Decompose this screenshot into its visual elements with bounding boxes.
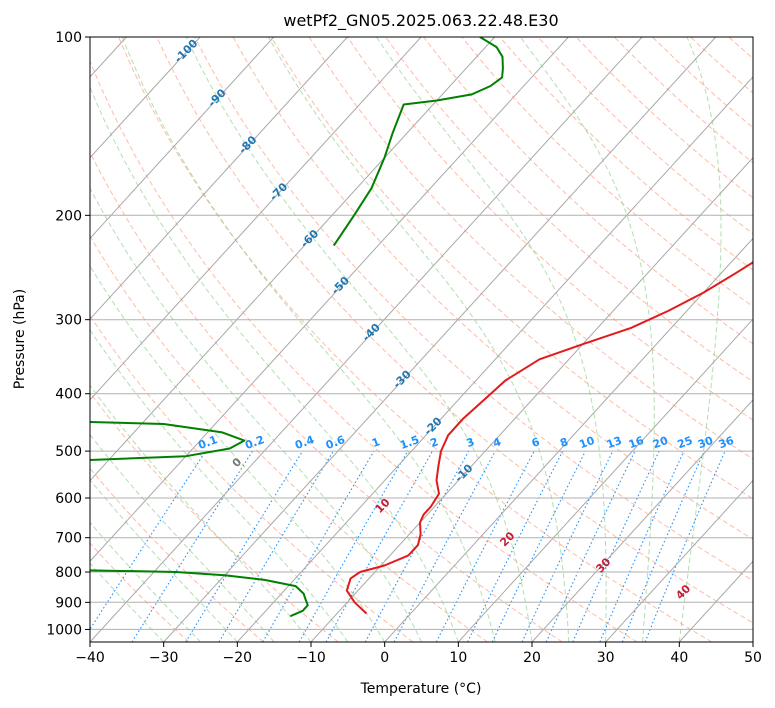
moist-adiabat-line bbox=[90, 479, 238, 642]
moist-adiabat-line bbox=[90, 86, 459, 642]
mixing-ratio-line bbox=[621, 450, 705, 642]
mixing-ratio-line bbox=[325, 450, 433, 642]
x-axis-label: Temperature (°C) bbox=[360, 681, 482, 697]
isotherm-line bbox=[163, 37, 717, 642]
x-tick-label: 40 bbox=[670, 650, 688, 666]
isotherm-line bbox=[531, 399, 753, 642]
chart-title: wetPf2_GN05.2025.063.22.48.E30 bbox=[283, 11, 558, 31]
x-tick-label: 0 bbox=[380, 650, 389, 666]
mixing-ratio-label: 8 bbox=[558, 435, 570, 450]
mixing-ratio-label: 0.1 bbox=[197, 433, 220, 452]
sounding-series bbox=[90, 37, 753, 618]
dewpoint-profile bbox=[332, 37, 504, 247]
y-tick-label: 600 bbox=[55, 491, 82, 507]
mixing-ratio-label: 1.5 bbox=[398, 433, 421, 452]
mixing-ratio-label: 13 bbox=[605, 434, 624, 451]
x-tick-label: 30 bbox=[597, 650, 615, 666]
moist-adiabat-line bbox=[185, 37, 533, 642]
mixing-ratio-label: 30 bbox=[696, 434, 715, 452]
dry-adiabat-line bbox=[270, 37, 753, 500]
moist-adiabat-line bbox=[90, 433, 275, 642]
mixing-ratio-label: 36 bbox=[717, 434, 736, 452]
moist-adiabat-line bbox=[121, 37, 496, 642]
y-tick-label: 300 bbox=[55, 313, 82, 329]
isotherm-line bbox=[236, 76, 753, 642]
mixing-ratio-line bbox=[393, 450, 496, 642]
x-tick-label: −10 bbox=[296, 650, 326, 666]
dry-adiabat-line bbox=[118, 37, 712, 642]
mixing-ratio-label: 25 bbox=[676, 434, 695, 451]
mixing-ratio-line bbox=[467, 450, 564, 642]
y-tick-label: 1000 bbox=[46, 622, 82, 638]
plot-frame bbox=[89, 36, 754, 643]
isotherm-line bbox=[90, 37, 348, 320]
moist-adiabat-line bbox=[678, 37, 722, 642]
mixing-ratio-label: 0.6 bbox=[324, 433, 347, 452]
moist-adiabat-line bbox=[90, 264, 386, 642]
isotherm-line bbox=[90, 37, 422, 401]
y-tick-label: 400 bbox=[55, 387, 82, 403]
mixing-ratio-label: 10 bbox=[577, 434, 596, 452]
moist-adiabat-line bbox=[90, 187, 422, 642]
moist-adiabat-line bbox=[519, 37, 655, 642]
mixing-ratio-label: 0.4 bbox=[293, 433, 316, 452]
mixing-ratio-line bbox=[599, 450, 685, 642]
dry-adiabat-line bbox=[308, 37, 753, 460]
y-tick-label: 100 bbox=[55, 30, 82, 46]
mixing-ratio-label: 6 bbox=[530, 435, 542, 450]
dry-adiabat-line bbox=[156, 37, 753, 624]
dewpoint-profile bbox=[90, 420, 246, 461]
isotherm-line bbox=[90, 37, 643, 642]
y-tick-label: 900 bbox=[55, 595, 82, 611]
background-lines bbox=[90, 37, 753, 642]
mixing-ratio-line bbox=[90, 450, 207, 631]
mixing-ratio-label: 4 bbox=[491, 435, 503, 450]
isotherm-line bbox=[310, 156, 753, 642]
moist-adiabat-line bbox=[90, 521, 201, 642]
x-tick-label: −40 bbox=[75, 650, 105, 666]
dry-adiabat-line bbox=[90, 60, 638, 642]
dewpoint-profile bbox=[90, 569, 309, 618]
temperature-profile bbox=[345, 261, 753, 615]
isotherm-line bbox=[90, 37, 569, 562]
moist-adiabat-line bbox=[267, 37, 570, 642]
isotherm-line bbox=[384, 237, 753, 642]
isotherm-line bbox=[457, 318, 753, 642]
isotherm-line bbox=[90, 37, 496, 482]
moist-adiabat-line bbox=[375, 37, 607, 642]
mixing-ratio-label: 0.2 bbox=[243, 433, 266, 452]
x-tick-label: −20 bbox=[223, 650, 253, 666]
mixing-ratio-label: 2 bbox=[428, 435, 440, 450]
mixing-ratio-line bbox=[364, 450, 470, 642]
dry-adiabat-line bbox=[423, 37, 753, 345]
moist-adiabat-line bbox=[90, 562, 165, 642]
mixing-ratio-label: 1 bbox=[370, 435, 382, 450]
x-tick-label: 10 bbox=[449, 650, 467, 666]
dry-adiabat-line bbox=[90, 151, 563, 642]
dry-adiabat-line bbox=[232, 37, 753, 540]
x-tick-label: 20 bbox=[523, 650, 541, 666]
mixing-ratio-line bbox=[131, 450, 254, 642]
isotherm-line bbox=[605, 479, 753, 642]
isotherm-line bbox=[90, 37, 275, 240]
mixing-ratio-label: 3 bbox=[465, 435, 477, 450]
y-tick-label: 800 bbox=[55, 565, 82, 581]
x-tick-label: −30 bbox=[149, 650, 179, 666]
axes: −40 −30 −20 −10 0 10 20 30 40 5010020030040050060… bbox=[46, 30, 762, 666]
x-tick-label: 50 bbox=[744, 650, 762, 666]
isotherm-line bbox=[90, 37, 201, 159]
mixing-ratio-line bbox=[185, 450, 304, 642]
pressure-gridlines bbox=[90, 37, 753, 630]
y-axis-label: Pressure (hPa) bbox=[12, 289, 28, 389]
dry-adiabat-line bbox=[194, 37, 753, 582]
y-tick-label: 500 bbox=[55, 444, 82, 460]
mixing-ratio-label: 20 bbox=[651, 434, 670, 452]
y-tick-label: 700 bbox=[55, 531, 82, 547]
mixing-ratio-label: 16 bbox=[627, 434, 646, 452]
mixing-ratio-line bbox=[572, 450, 660, 642]
y-tick-label: 200 bbox=[55, 208, 82, 224]
moist-adiabat-line bbox=[90, 329, 349, 642]
dry-adiabat-line bbox=[385, 37, 753, 383]
